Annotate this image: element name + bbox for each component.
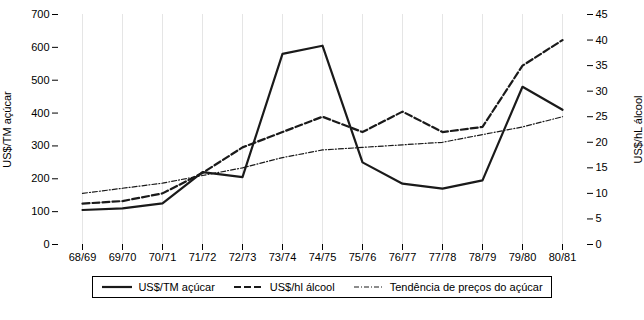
svg-text:35: 35 xyxy=(596,59,608,71)
svg-text:45: 45 xyxy=(596,8,608,20)
svg-text:79/80: 79/80 xyxy=(509,251,537,263)
svg-text:200: 200 xyxy=(31,172,49,184)
svg-text:10: 10 xyxy=(596,187,608,199)
svg-text:400: 400 xyxy=(31,107,49,119)
svg-text:70/71: 70/71 xyxy=(149,251,177,263)
svg-text:US$/hL álcool: US$/hL álcool xyxy=(632,95,644,163)
svg-text:0: 0 xyxy=(43,238,49,250)
svg-text:0: 0 xyxy=(596,238,602,250)
svg-text:100: 100 xyxy=(31,205,49,217)
svg-text:76/77: 76/77 xyxy=(389,251,417,263)
svg-text:US$/TM açúcar: US$/TM açúcar xyxy=(1,91,13,168)
svg-text:30: 30 xyxy=(596,85,608,97)
svg-text:15: 15 xyxy=(596,161,608,173)
svg-text:700: 700 xyxy=(31,8,49,20)
svg-text:80/81: 80/81 xyxy=(549,251,577,263)
svg-text:72/73: 72/73 xyxy=(229,251,257,263)
svg-text:75/76: 75/76 xyxy=(349,251,377,263)
html-text:Tendência de preços do açúcar: Tendência de preços do açúcar xyxy=(389,281,543,293)
svg-text:77/78: 77/78 xyxy=(429,251,457,263)
svg-text:25: 25 xyxy=(596,110,608,122)
svg-text:69/70: 69/70 xyxy=(109,251,137,263)
svg-text:78/79: 78/79 xyxy=(469,251,497,263)
html-text:US$/hl álcool: US$/hl álcool xyxy=(269,281,335,293)
svg-text:20: 20 xyxy=(596,136,608,148)
svg-text:500: 500 xyxy=(31,74,49,86)
svg-text:68/69: 68/69 xyxy=(69,251,97,263)
svg-text:73/74: 73/74 xyxy=(269,251,297,263)
svg-text:300: 300 xyxy=(31,139,49,151)
svg-text:74/75: 74/75 xyxy=(309,251,337,263)
html-text:US$/TM açúcar: US$/TM açúcar xyxy=(138,281,215,293)
svg-text:5: 5 xyxy=(596,212,602,224)
svg-text:71/72: 71/72 xyxy=(189,251,217,263)
svg-text:40: 40 xyxy=(596,34,608,46)
svg-text:600: 600 xyxy=(31,41,49,53)
